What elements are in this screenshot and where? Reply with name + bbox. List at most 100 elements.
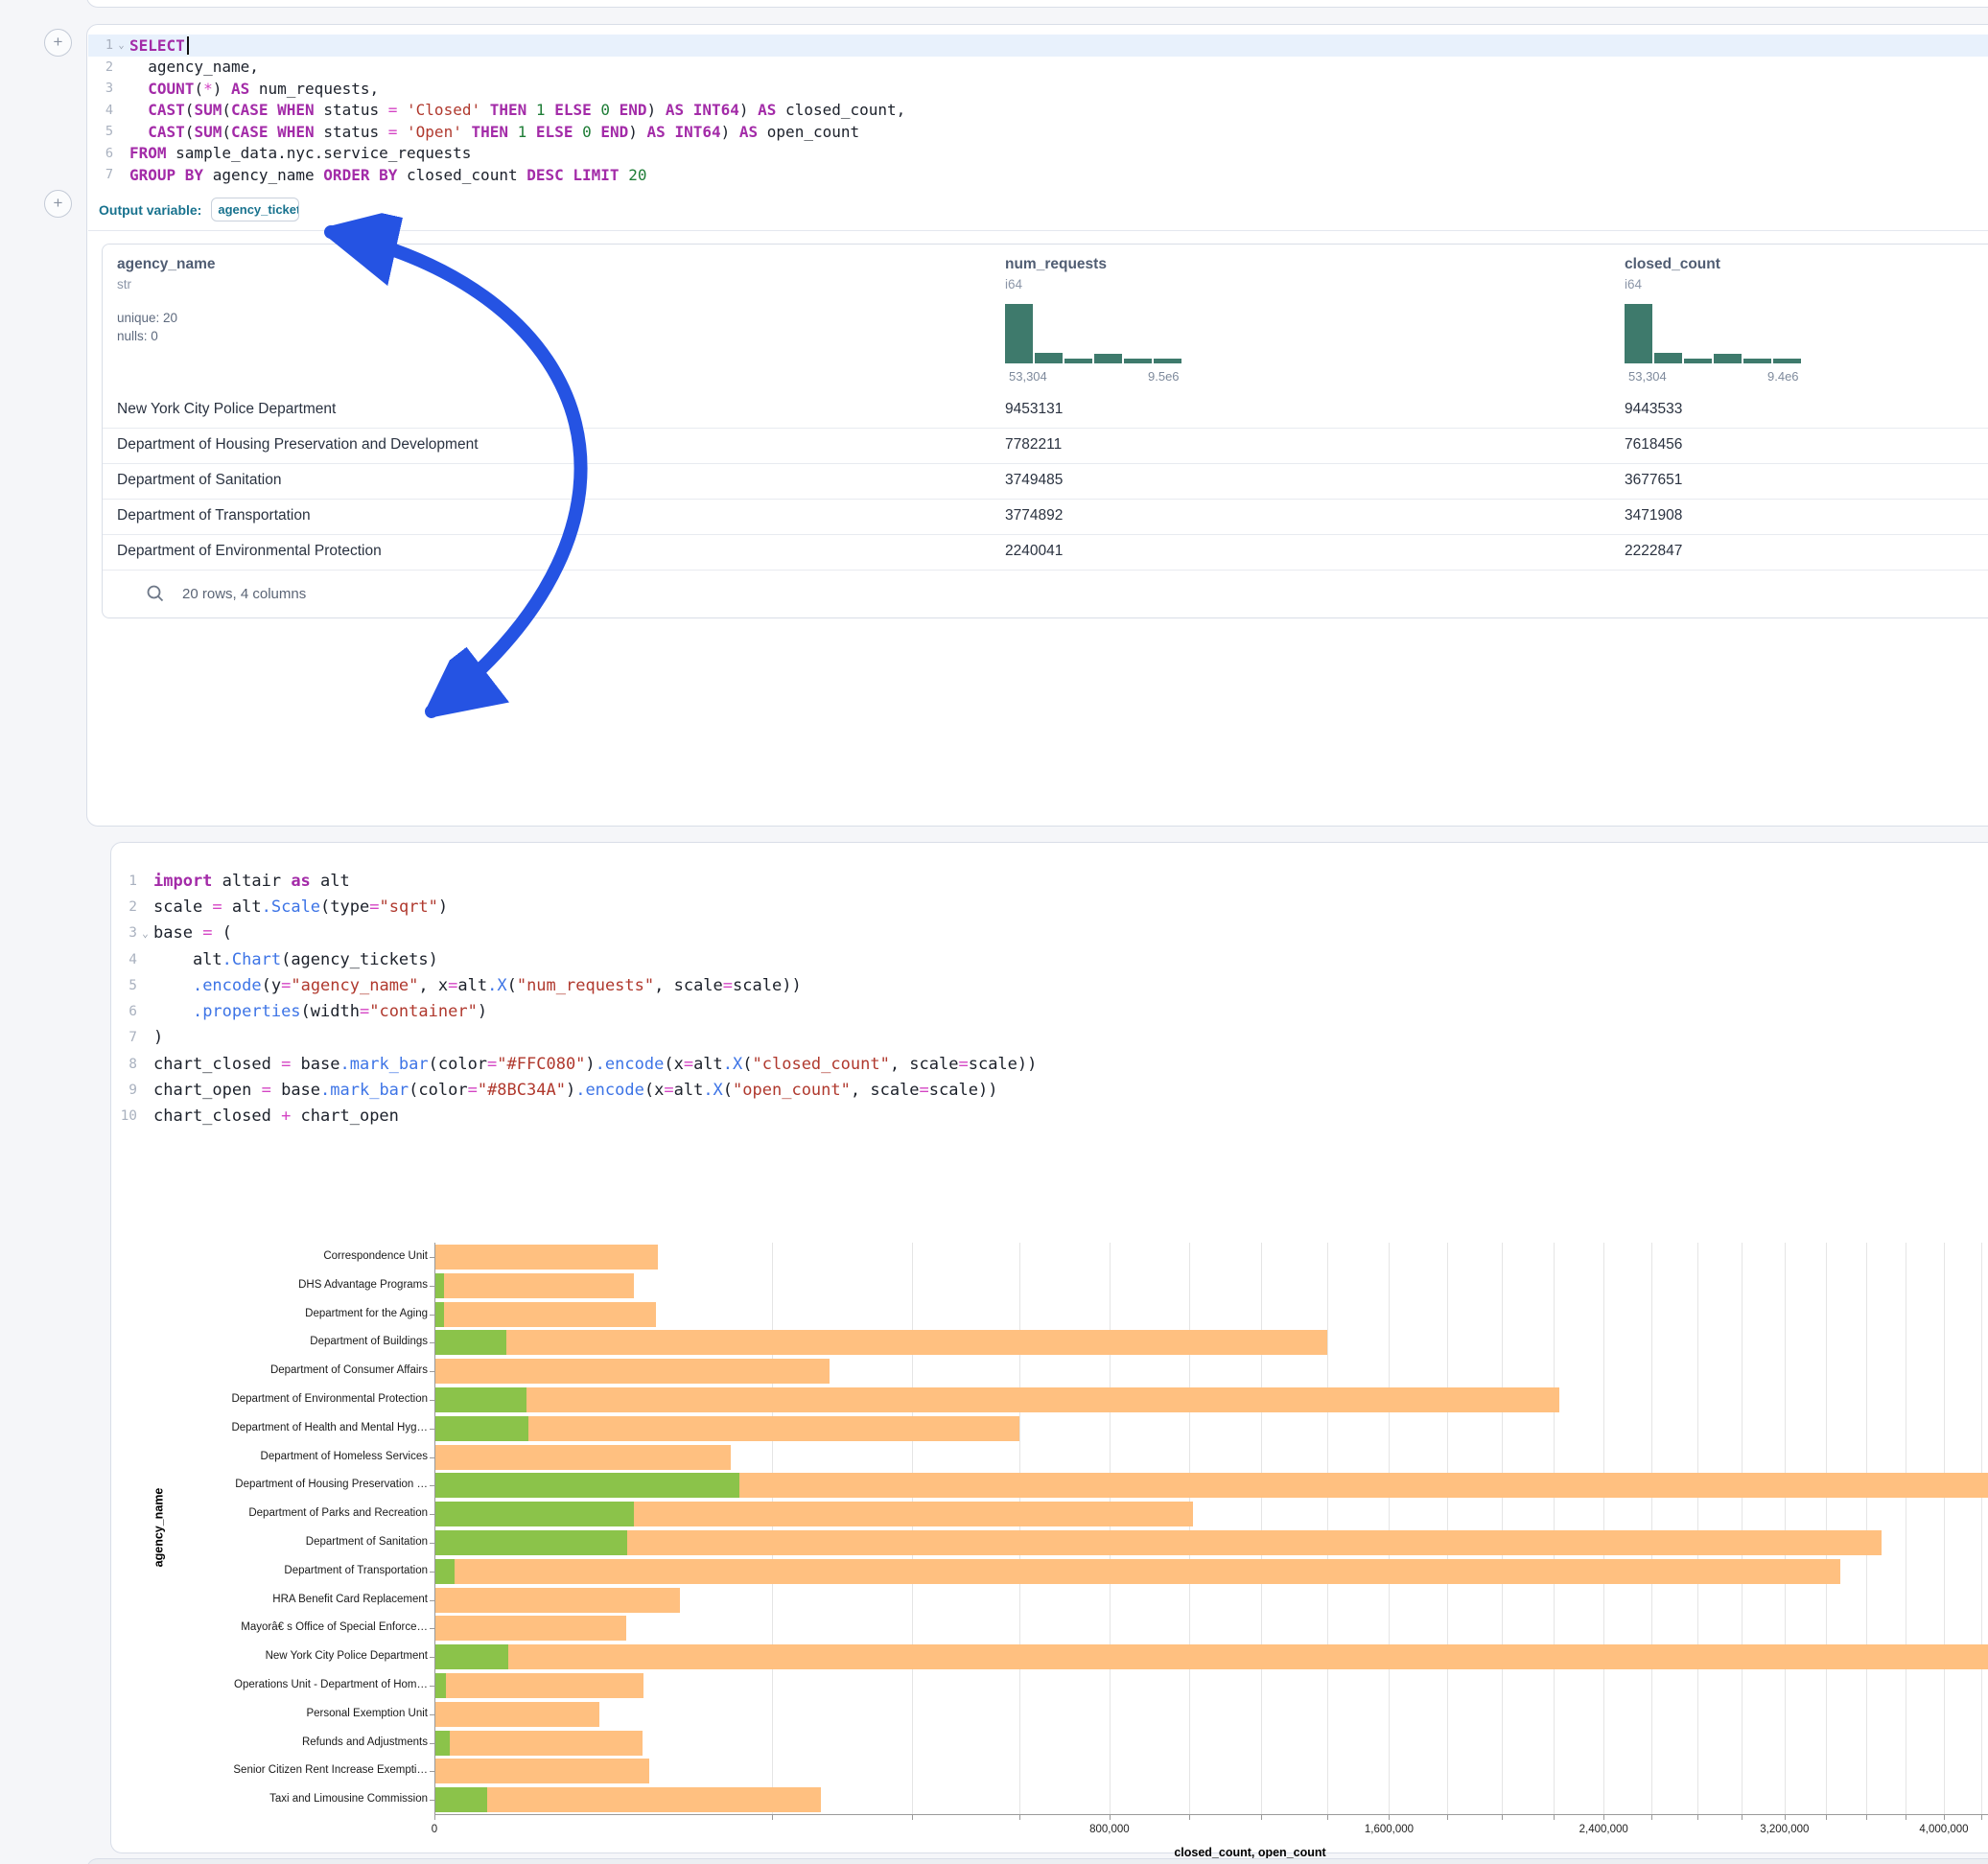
code-line[interactable]: 3 ⌄ base = ( [112, 920, 1988, 946]
code-line[interactable]: 7 GROUP BY agency_name ORDER BY closed_co… [88, 164, 1988, 186]
table-cell: 7782211 [1005, 436, 1063, 453]
histogram-range: 53,304 9.5e6 [1009, 369, 1180, 384]
add-cell-button[interactable]: + [44, 29, 72, 57]
chart-gridline [1603, 1243, 1605, 1814]
code-line[interactable]: 5 .encode(y="agency_name", x=alt.X("num_… [112, 972, 1988, 998]
y-axis-tick [430, 1399, 434, 1401]
chart-gridline [1389, 1243, 1391, 1814]
histogram-bar [1654, 353, 1682, 363]
histogram-bar [1064, 359, 1092, 363]
histogram-bar [1684, 359, 1712, 363]
y-axis-label: Personal Exemption Unit [306, 1707, 428, 1719]
column-stat-nulls: nulls: 0 [117, 329, 158, 343]
chart-gridline [1650, 1243, 1652, 1814]
y-axis-label: Department of Health and Mental Hyg… [231, 1421, 428, 1433]
code-line[interactable]: 6 .properties(width="container") [112, 998, 1988, 1024]
closed-count-bar [434, 1730, 643, 1756]
x-axis-tick-label: 2,400,000 [1579, 1824, 1628, 1835]
line-number: 2 [129, 898, 137, 915]
y-axis-label: Department of Environmental Protection [231, 1392, 428, 1405]
collapse-chevron-icon[interactable]: ⌄ [118, 39, 125, 52]
code-line[interactable]: 10 chart_closed + chart_open [112, 1104, 1988, 1130]
code-line[interactable]: 1 import altair as alt [112, 868, 1988, 894]
closed-count-bar [434, 1787, 821, 1813]
closed-count-bar [434, 1644, 1988, 1670]
x-axis-tick [1603, 1815, 1605, 1820]
code-line[interactable]: 5 CAST(SUM(CASE WHEN status = 'Open' THE… [88, 121, 1988, 143]
closed-count-bar [434, 1244, 659, 1270]
histogram-range: 53,304 9.4e6 [1628, 369, 1799, 384]
chart-gridline [911, 1243, 913, 1814]
y-axis-tick [430, 1713, 434, 1715]
line-number: 2 [105, 58, 113, 75]
code-line[interactable]: 2 scale = alt.Scale(type="sqrt") [112, 894, 1988, 920]
chart-gridline [1189, 1243, 1190, 1814]
line-number: 7 [105, 167, 113, 183]
code-line[interactable]: 6 FROM sample_data.nyc.service_requests [88, 143, 1988, 165]
row-count-label: 20 rows, 4 columns [182, 585, 307, 602]
code-line[interactable]: 1 ⌄ SELECT [88, 35, 1988, 57]
add-cell-button[interactable]: + [44, 190, 72, 218]
code-line[interactable]: 8 chart_closed = base.mark_bar(color="#FF… [112, 1051, 1988, 1077]
y-axis-line [434, 1243, 435, 1814]
output-variable-chip[interactable]: agency_tickets [211, 198, 300, 221]
table-row[interactable]: New York City Police Department 9453131 94… [103, 392, 1988, 429]
line-number: 6 [129, 1004, 137, 1020]
text-cursor [186, 36, 189, 55]
histogram-bar [1035, 353, 1063, 363]
y-axis-tick [430, 1314, 434, 1316]
y-axis-label: Department of Parks and Recreation [248, 1507, 428, 1520]
table-cell: 2222847 [1625, 543, 1683, 559]
x-axis-tick-label: 0 [431, 1824, 438, 1835]
chart-gridline [1327, 1243, 1329, 1814]
table-row[interactable]: Department of Transportation 3774892 34719… [103, 499, 1988, 535]
y-axis-label: Operations Unit - Department of Hom… [234, 1678, 428, 1690]
python-cell: 1 import altair as alt 2 scale = alt.Scale(… [110, 842, 1988, 1859]
code-line[interactable]: 4 CAST(SUM(CASE WHEN status = 'Closed' T… [88, 100, 1988, 122]
y-axis-label: Department of Transportation [284, 1564, 428, 1576]
x-axis-tick [1446, 1815, 1448, 1820]
open-count-bar [434, 1730, 450, 1756]
table-cell: 3749485 [1005, 472, 1064, 488]
table-cell: 7618456 [1625, 436, 1683, 453]
open-count-bar [434, 1644, 509, 1670]
line-number: 10 [120, 1108, 137, 1125]
column-header-num-requests[interactable]: num_requests i64 [1005, 256, 1107, 291]
y-axis-tick [430, 1371, 434, 1373]
x-axis-tick [1944, 1815, 1945, 1820]
table-cell: 2240041 [1005, 543, 1064, 559]
search-icon[interactable] [146, 584, 165, 603]
y-axis-tick [430, 1285, 434, 1287]
open-count-bar [434, 1330, 506, 1356]
sql-code-editor[interactable]: 1 ⌄ SELECT 2 agency_name, 3 COUNT(*) AS num_… [88, 35, 1988, 186]
cell-divider [88, 230, 1988, 231]
x-axis-tick-label: 4,000,000 [1919, 1824, 1969, 1835]
y-axis-label: Department of Consumer Affairs [269, 1364, 428, 1377]
code-line[interactable]: 9 chart_open = base.mark_bar(color="#8BC3… [112, 1077, 1988, 1103]
line-number: 9 [129, 1083, 137, 1099]
table-cell: 9443533 [1625, 401, 1683, 417]
open-count-bar [434, 1272, 444, 1298]
table-row[interactable]: Department of Housing Preservation and D… [103, 428, 1988, 464]
table-cell: Department of Transportation [117, 507, 311, 524]
code-line[interactable]: 7) [112, 1025, 1988, 1051]
python-code-editor[interactable]: 1 import altair as alt 2 scale = alt.Scale(… [112, 868, 1988, 1130]
table-row[interactable]: Department of Sanitation 3749485 3677651 [103, 463, 1988, 500]
y-axis-label: Department of Sanitation [305, 1535, 428, 1548]
closed-count-bar [434, 1386, 1560, 1412]
open-count-bar [434, 1415, 528, 1441]
table-row[interactable]: Department of Environmental Protection 22… [103, 534, 1988, 571]
code-line[interactable]: 4 alt.Chart(agency_tickets) [112, 946, 1988, 972]
code-line[interactable]: 3 COUNT(*) AS num_requests, [88, 78, 1988, 100]
y-axis-label: Correspondence Unit [323, 1249, 428, 1262]
x-axis-tick [1554, 1815, 1555, 1820]
x-axis-tick [1261, 1815, 1263, 1820]
column-header-agency-name[interactable]: agency_name str unique: 20 nulls: 0 [117, 256, 216, 343]
y-axis-tick [430, 1485, 434, 1487]
column-header-closed-count[interactable]: closed_count i64 [1625, 256, 1720, 291]
collapse-chevron-icon[interactable]: ⌄ [142, 926, 149, 940]
x-axis-tick [1980, 1815, 1982, 1820]
code-line[interactable]: 2 agency_name, [88, 57, 1988, 79]
closed-count-histogram [1625, 304, 1801, 363]
closed-count-bar [434, 1444, 731, 1470]
